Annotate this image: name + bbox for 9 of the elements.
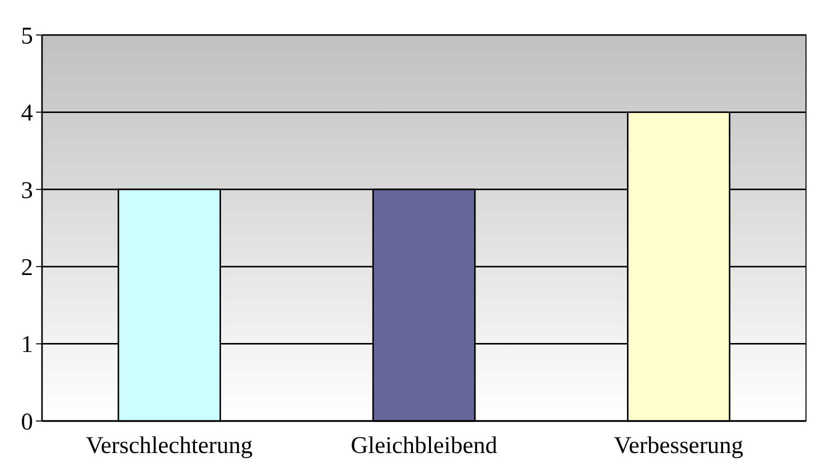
- x-tick-label: Gleichbleibend: [350, 433, 498, 459]
- y-tick-label: 4: [21, 100, 33, 127]
- y-tick-label: 2: [21, 255, 33, 281]
- x-tick-label: Verbesserung: [614, 433, 744, 459]
- y-tick-label: 5: [21, 23, 33, 50]
- y-tick-label: 0: [21, 409, 33, 436]
- y-tick-label: 1: [21, 332, 33, 358]
- x-tick-label: Verschlechterung: [86, 433, 253, 459]
- y-tick-label: 3: [21, 178, 33, 204]
